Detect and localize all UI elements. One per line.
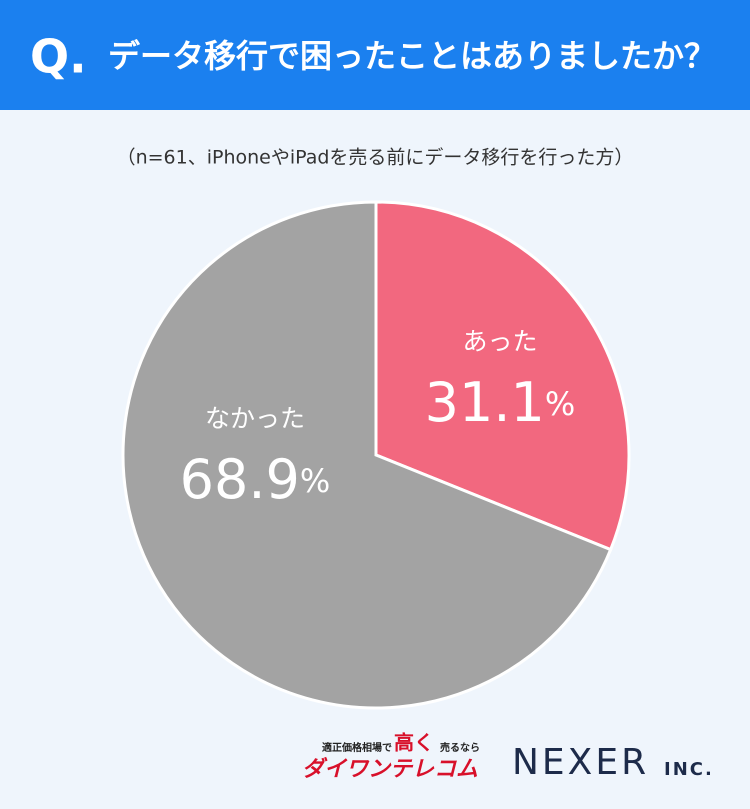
pie [121,200,631,710]
logo-tagline: 適正価格相場で [322,741,392,754]
value-label: 31.1% [425,371,576,434]
logo-brand: ダイワンテレコム [302,756,478,782]
value-label: 68.9% [180,448,331,511]
slice-label: あった [462,327,537,356]
subtitle: （n=61、iPhoneやiPadを売る前にデータ移行を行った方） [117,147,634,169]
company: NEXER [512,742,649,783]
slice-label: なかった [205,404,305,433]
header-bar [0,0,750,110]
company-suffix: INC. [664,759,714,780]
pie-slice [121,200,613,710]
logo-emphasis: 高く [394,731,434,755]
pie-slice [374,200,631,552]
title: データ移行で困ったことはありましたか？ [108,37,716,75]
q-mark: Q. [30,30,87,84]
logo-tagline2: 売るなら [440,741,480,754]
